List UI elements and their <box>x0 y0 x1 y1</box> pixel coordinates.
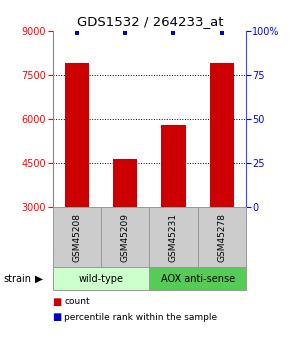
Bar <box>149 267 246 290</box>
Text: GSM45231: GSM45231 <box>169 213 178 262</box>
Text: strain: strain <box>3 274 31 284</box>
Text: wild-type: wild-type <box>78 274 123 284</box>
Bar <box>198 207 246 267</box>
Bar <box>113 159 137 207</box>
Text: ■: ■ <box>52 297 62 307</box>
Bar <box>101 207 149 267</box>
Bar <box>52 267 149 290</box>
Bar <box>210 63 234 207</box>
Text: percentile rank within the sample: percentile rank within the sample <box>64 313 218 322</box>
Text: AOX anti-sense: AOX anti-sense <box>160 274 235 284</box>
Text: GDS1532 / 264233_at: GDS1532 / 264233_at <box>77 16 223 29</box>
Text: GSM45208: GSM45208 <box>72 213 81 262</box>
Bar <box>64 63 89 207</box>
Text: ▶: ▶ <box>34 274 43 284</box>
Bar <box>161 125 185 207</box>
Text: GSM45209: GSM45209 <box>121 213 130 262</box>
Text: count: count <box>64 297 90 306</box>
Bar <box>149 207 198 267</box>
Text: ■: ■ <box>52 313 62 322</box>
Bar <box>52 207 101 267</box>
Text: GSM45278: GSM45278 <box>217 213 226 262</box>
